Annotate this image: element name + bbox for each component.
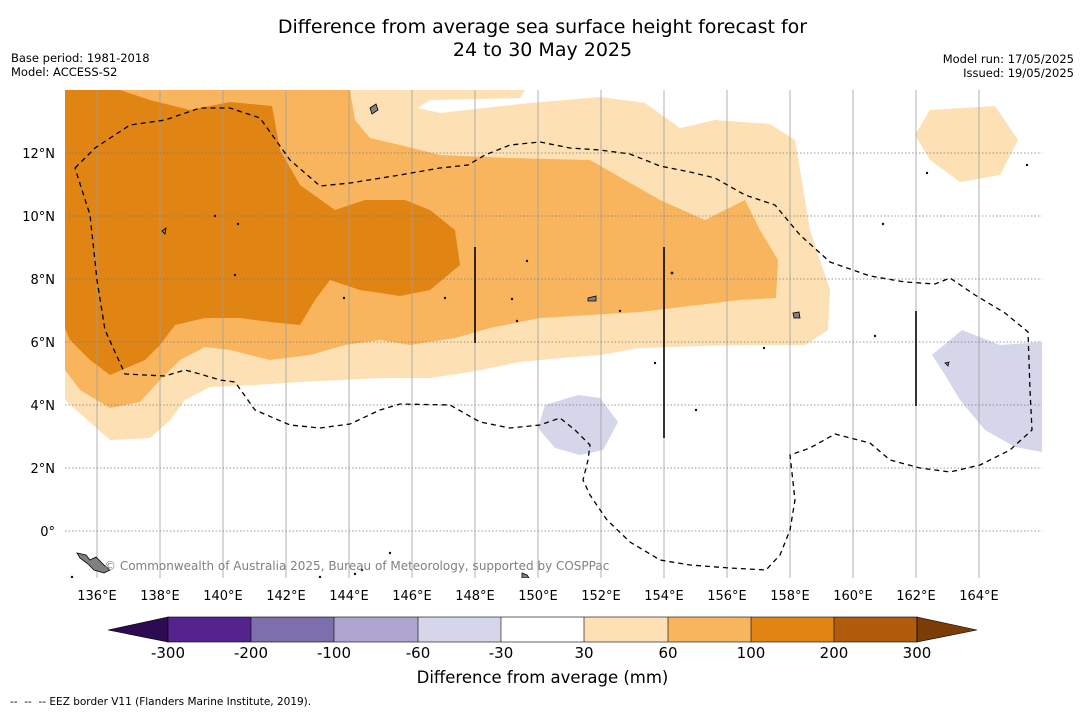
colorbar-segment-2 <box>251 617 334 642</box>
lon-tick-150: 150°E <box>518 589 558 604</box>
map-title-line-2: 24 to 30 May 2025 <box>452 39 633 61</box>
colorbar-segment-8 <box>751 617 834 642</box>
anomaly-region-negative-30-60mm-east <box>932 330 1042 452</box>
longitude-tick-labels: 136°E 138°E 140°E 142°E 144°E 146°E 148°… <box>77 589 999 604</box>
lon-tick-140: 140°E <box>203 589 243 604</box>
eez-border-line <box>74 107 1033 571</box>
issued-label: Issued: 19/05/2025 <box>963 66 1074 80</box>
colorbar-title: Difference from average (mm) <box>416 668 669 687</box>
colorbar-label-minus30: -30 <box>489 644 514 662</box>
colorbar-segment-1 <box>168 617 251 642</box>
lon-tick-158: 158°E <box>770 589 810 604</box>
anomaly-region-100-200mm <box>65 90 460 375</box>
colorbar-segment-9 <box>834 617 917 642</box>
lat-tick-0: 0° <box>40 525 55 540</box>
colorbar-segment-4 <box>418 617 501 642</box>
colorbar-label-60: 60 <box>658 644 677 662</box>
map-title-line-1: Difference from average sea surface heig… <box>277 16 808 38</box>
lon-tick-160: 160°E <box>833 589 873 604</box>
map-plot-area: © Commonwealth of Australia 2025, Bureau… <box>65 90 1042 578</box>
colorbar-label-300: 300 <box>903 644 932 662</box>
lat-tick-8n: 8°N <box>31 273 56 288</box>
colorbar-label-minus300: -300 <box>151 644 185 662</box>
lat-tick-12n: 12°N <box>22 147 55 162</box>
lat-tick-4n: 4°N <box>31 399 56 414</box>
colorbar-under-arrow <box>107 616 169 643</box>
lon-tick-138: 138°E <box>140 589 180 604</box>
model-run-label: Model run: 17/05/2025 <box>942 52 1074 66</box>
colorbar-label-200: 200 <box>820 644 849 662</box>
lon-tick-152: 152°E <box>581 589 621 604</box>
map-credit: © Commonwealth of Australia 2025, Bureau… <box>104 559 609 573</box>
lat-tick-2n: 2°N <box>31 462 56 477</box>
colorbar-label-minus100: -100 <box>317 644 351 662</box>
colorbar-segment-7 <box>668 617 751 642</box>
colorbar-label-30: 30 <box>574 644 593 662</box>
base-period-label: Base period: 1981-2018 <box>11 51 150 65</box>
lon-tick-162: 162°E <box>896 589 936 604</box>
lon-tick-164: 164°E <box>959 589 999 604</box>
lon-tick-148: 148°E <box>455 589 495 604</box>
anomaly-region-negative-30-60mm <box>538 395 618 455</box>
lon-tick-142: 142°E <box>266 589 306 604</box>
colorbar-over-arrow <box>916 616 978 643</box>
lon-tick-144: 144°E <box>329 589 369 604</box>
lon-tick-156: 156°E <box>707 589 747 604</box>
lon-tick-136: 136°E <box>77 589 117 604</box>
latitude-tick-labels: 12°N 10°N 8°N 6°N 4°N 2°N 0° <box>22 147 55 540</box>
lat-tick-10n: 10°N <box>22 210 55 225</box>
colorbar-label-minus60: -60 <box>406 644 431 662</box>
colorbar: -300 -200 -100 -60 -30 30 60 100 200 300 <box>107 616 978 662</box>
model-label: Model: ACCESS-S2 <box>11 65 118 79</box>
colorbar-label-minus200: -200 <box>234 644 268 662</box>
colorbar-label-100: 100 <box>737 644 766 662</box>
land-islands <box>70 103 1029 578</box>
lon-tick-154: 154°E <box>644 589 684 604</box>
meridian-segments <box>474 247 917 438</box>
anomaly-region-30-60mm-east <box>915 106 1018 182</box>
eez-footnote: -- -- -- EEZ border V11 (Flanders Marine… <box>10 696 312 708</box>
colorbar-segment-3 <box>334 617 418 642</box>
colorbar-segment-5 <box>501 617 584 642</box>
lat-tick-6n: 6°N <box>31 336 56 351</box>
lon-tick-146: 146°E <box>392 589 432 604</box>
colorbar-segment-6 <box>584 617 668 642</box>
